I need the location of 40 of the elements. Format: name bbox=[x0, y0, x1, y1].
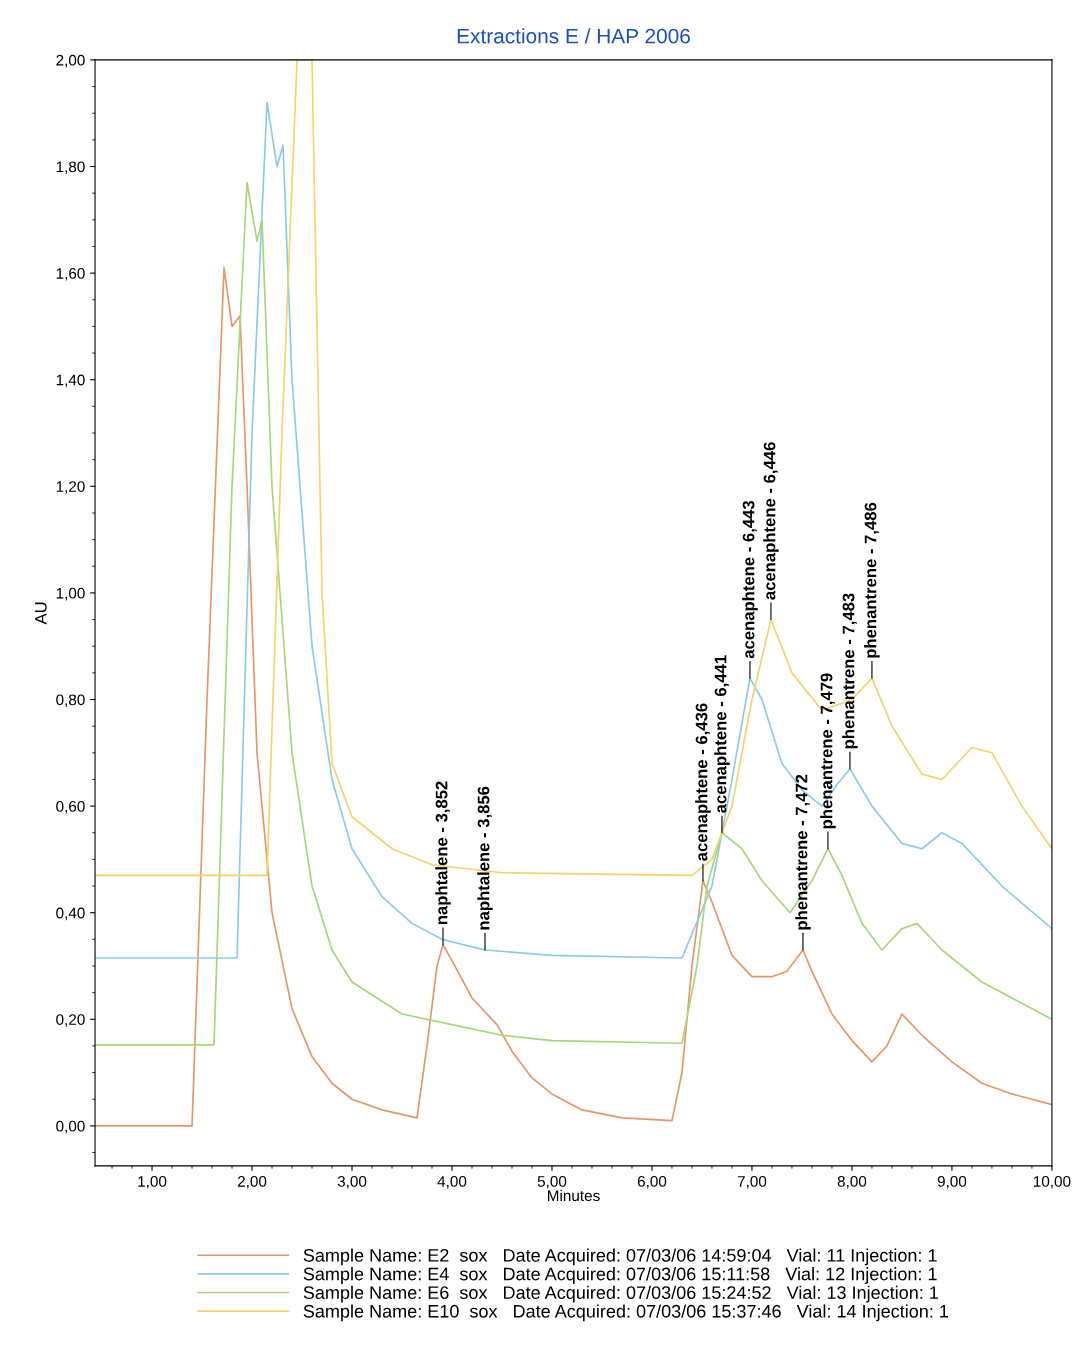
x-tick-label: 2,00 bbox=[237, 1176, 267, 1189]
x-tick-label: 6,00 bbox=[637, 1176, 667, 1189]
y-tick-label: 2,00 bbox=[56, 54, 85, 68]
x-tick-label: 4,00 bbox=[437, 1176, 467, 1189]
legend-label: Sample Name: E2 sox Date Acquired: 07/03/06 14:59:04 Vial: 11 Injection: 1 bbox=[303, 1248, 937, 1266]
y-tick-label: 0,40 bbox=[56, 907, 85, 921]
annotation: phenantrene - 7,479 bbox=[820, 673, 836, 829]
annotation: phenantrene - 7,486 bbox=[864, 502, 880, 658]
y-axis-title: AU bbox=[35, 602, 47, 625]
annotation: naphtalene - 3,852 bbox=[435, 781, 451, 925]
legend-label: Sample Name: E6 sox Date Acquired: 07/03/06 15:24:52 Vial: 13 Injection: 1 bbox=[303, 1285, 938, 1303]
y-tick-label: 0,20 bbox=[56, 1014, 85, 1027]
y-tick-label: 1,80 bbox=[56, 161, 85, 175]
annotation: acenaphtene - 6,446 bbox=[763, 442, 779, 600]
x-axis-title: Minutes bbox=[547, 1189, 600, 1202]
annotation: phenantrene - 7,472 bbox=[795, 774, 811, 930]
annotation: phenantrene - 7,483 bbox=[842, 593, 858, 749]
x-tick-label: 3,00 bbox=[337, 1176, 367, 1189]
x-tick-label: 9,00 bbox=[937, 1176, 967, 1189]
x-tick-label: 1,00 bbox=[138, 1176, 167, 1189]
legend-label: Sample Name: E10 sox Date Acquired: 07/03/06 15:37:46 Vial: 14 Injection: 1 bbox=[303, 1304, 949, 1322]
y-tick-label: 0,00 bbox=[56, 1120, 85, 1134]
y-tick-label: 1,00 bbox=[56, 587, 85, 601]
annotation: acenaphtene - 6,443 bbox=[742, 500, 758, 659]
chart-title: Extractions E / HAP 2006 bbox=[457, 28, 690, 44]
y-tick-label: 0,80 bbox=[56, 694, 85, 707]
annotation: naphtalene - 3,856 bbox=[477, 786, 493, 930]
line-series bbox=[95, 266, 1052, 1127]
y-tick-label: 0,60 bbox=[56, 800, 85, 814]
x-tick-label: 5,00 bbox=[537, 1176, 567, 1189]
legend-label: Sample Name: E4 sox Date Acquired: 07/03/06 15:11:58 Vial: 12 Injection: 1 bbox=[303, 1267, 937, 1284]
y-tick-label: 1,60 bbox=[56, 267, 85, 281]
annotation: acenaphtene - 6,436 bbox=[695, 703, 711, 861]
y-tick-label: 1,40 bbox=[56, 374, 85, 388]
x-tick-label: 7,00 bbox=[737, 1176, 767, 1189]
annotation: acenaphtene - 6,441 bbox=[714, 655, 730, 813]
y-tick-label: 1,20 bbox=[56, 481, 85, 494]
line-series bbox=[95, 181, 1052, 1046]
x-tick-label: 10,00 bbox=[1033, 1176, 1071, 1189]
x-tick-label: 8,00 bbox=[837, 1176, 867, 1189]
